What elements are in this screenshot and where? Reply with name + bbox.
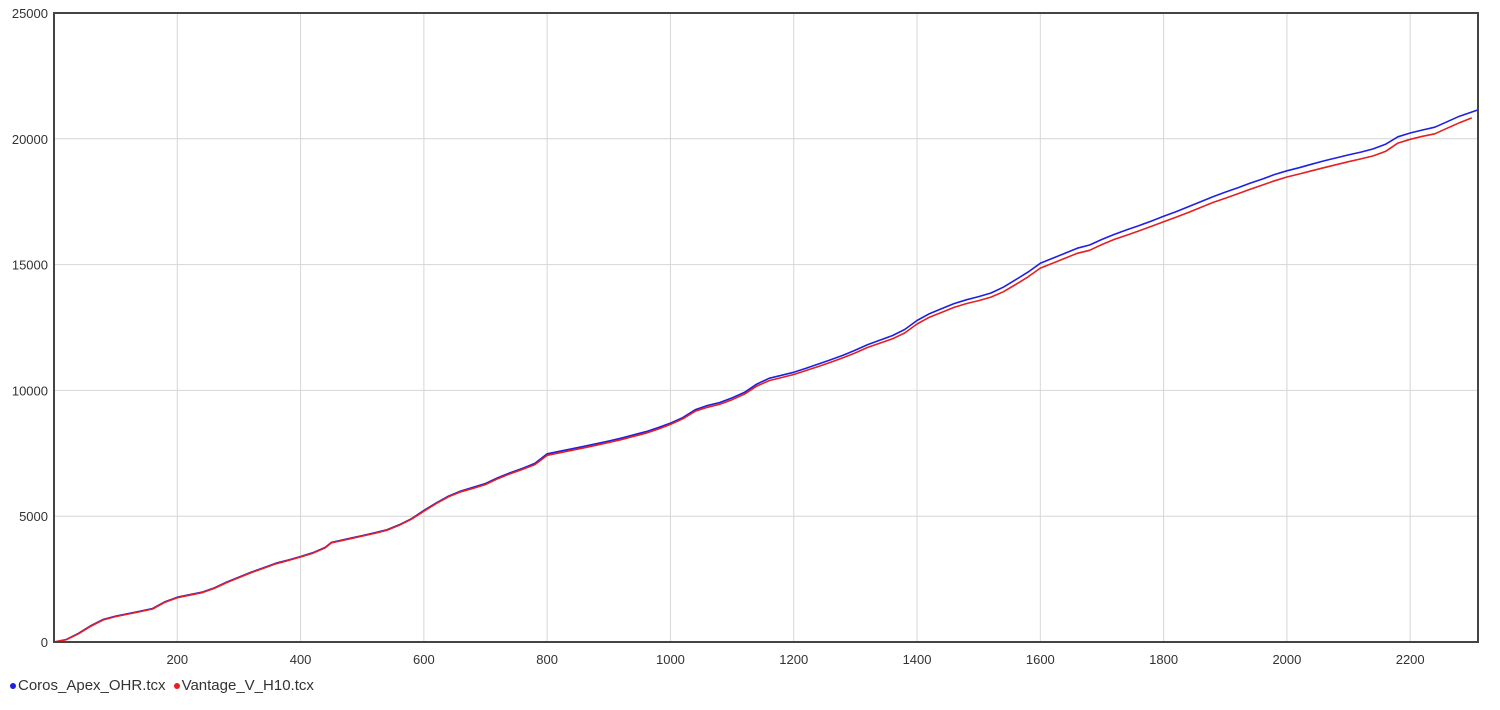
legend-item-vantage[interactable]: Vantage_V_H10.tcx — [173, 677, 314, 694]
y-tick-label: 10000 — [12, 383, 48, 398]
tick-labels: 200 400 600 800 1000 1200 1400 1600 1800 2000 2200… — [12, 6, 1425, 667]
y-tick-label: 5000 — [19, 509, 48, 524]
y-tick-label: 25000 — [12, 6, 48, 21]
x-tick-label: 2000 — [1272, 652, 1301, 667]
x-tick-label: 400 — [290, 652, 312, 667]
series-line-coros — [53, 109, 1479, 643]
y-tick-label: 15000 — [12, 258, 48, 273]
legend-label: Coros_Apex_OHR.tcx — [18, 677, 166, 694]
series-lines — [53, 109, 1479, 643]
x-tick-label: 1000 — [656, 652, 685, 667]
legend-label: Vantage_V_H10.tcx — [181, 677, 314, 694]
line-chart: 200 400 600 800 1000 1200 1400 1600 1800 2000 2200… — [12, 6, 1479, 667]
x-tick-label: 1600 — [1026, 652, 1055, 667]
grid-lines — [54, 13, 1478, 642]
x-tick-label: 200 — [166, 652, 188, 667]
x-tick-label: 1200 — [779, 652, 808, 667]
x-tick-label: 2200 — [1396, 652, 1425, 667]
legend-dot-icon — [10, 682, 16, 689]
y-tick-label: 20000 — [12, 132, 48, 147]
x-tick-label: 600 — [413, 652, 435, 667]
legend-dot-icon — [173, 682, 180, 689]
x-tick-label: 1400 — [903, 652, 932, 667]
series-line-vantage — [53, 117, 1473, 643]
legend-item-coros[interactable]: Coros_Apex_OHR.tcx — [10, 677, 166, 694]
x-tick-label: 800 — [536, 652, 558, 667]
y-tick-label: 0 — [41, 635, 48, 650]
x-tick-label: 1800 — [1149, 652, 1178, 667]
legend: Coros_Apex_OHR.tcx Vantage_V_H10.tcx — [10, 677, 314, 694]
plot-frame — [53, 12, 1479, 643]
